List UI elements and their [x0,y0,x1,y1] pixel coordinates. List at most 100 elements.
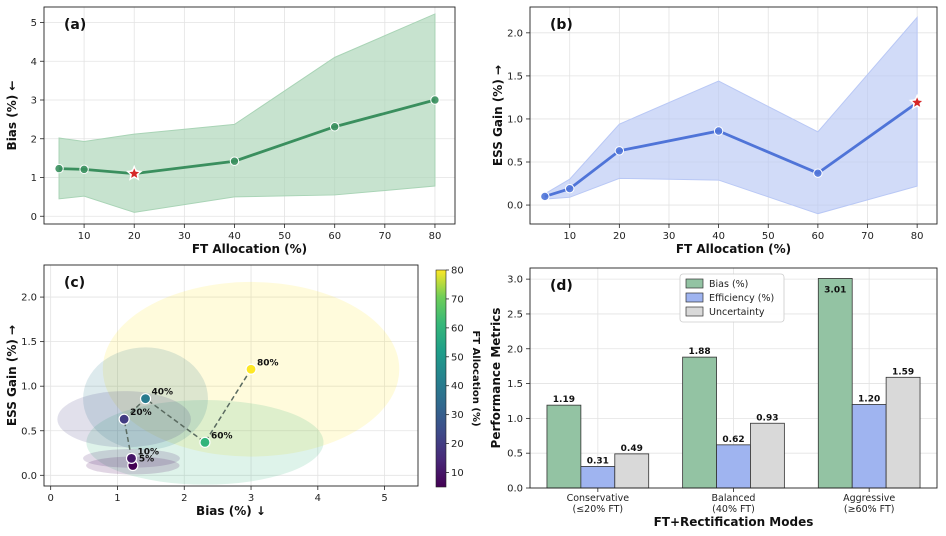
bar [851,404,887,489]
y-tick-label: 1.5 [21,337,37,348]
data-point [713,126,724,136]
x-tick-label: 0 [47,493,53,504]
panel-a-y-axis-label: Bias (%) ← [5,81,19,151]
scatter-point [118,413,130,425]
panel-a-frame [43,6,456,225]
x-tick-label: 3 [248,493,254,504]
x-tick-label: 60 [328,231,341,242]
x-tick-label: 60 [812,231,825,242]
bar [716,444,751,489]
x-tick-label: 40 [712,231,725,242]
bar-value-label: 0.93 [756,413,778,423]
colorbar-tick-label: 10 [451,468,464,479]
data-point [229,156,240,166]
bar-value-label: 1.19 [553,395,575,405]
y-tick-label: 1.0 [21,382,37,393]
panel-b-frame [529,6,938,225]
x-tick-label: 20 [128,231,141,242]
bar [817,278,853,489]
colorbar-tick-label: 80 [451,266,464,277]
bar [546,404,582,489]
bar-value-label: 1.88 [688,347,710,357]
y-tick-label: 2.0 [507,344,523,355]
point-label: 40% [152,388,174,398]
category-label: Conservative [567,493,630,504]
bar-value-label: 0.62 [722,435,744,445]
data-point [540,191,550,202]
point-label: 10% [137,447,159,457]
x-tick-label: 70 [861,231,874,242]
panel-c-y-axis-label: ESS Gain (%) → [5,325,19,426]
legend-entry: Uncertainty [709,307,765,318]
x-tick-label: 1 [114,493,120,504]
panel-b-y-axis-label: ESS Gain (%) → [491,65,505,166]
point-label: 80% [257,358,279,368]
y-tick-label: 0.5 [507,158,523,169]
y-tick-label: 1 [31,173,37,184]
y-tick-label: 1.5 [507,379,523,390]
x-tick-label: 10 [563,231,576,242]
x-tick-label: 50 [762,231,775,242]
confidence-band [58,13,436,213]
y-tick-label: 2.5 [507,309,523,320]
bar [885,376,921,489]
bar-value-label: 1.20 [858,394,880,404]
confidence-band [544,15,918,215]
best-point-star-icon [908,93,926,110]
legend-swatch [685,292,704,303]
panel-d-mode-bars: 1.19 1.88 3.01 0.31 0.62 1.20 0.49 0.93 1.59 0.0… [489,267,938,529]
x-tick-label: 30 [663,231,676,242]
y-tick-label: 2 [31,134,37,145]
point-label: 20% [130,408,152,418]
bar [750,422,785,489]
tradeoff-path [123,368,252,466]
colorbar-tick-label: 20 [451,439,464,450]
bar-value-label: 1.59 [892,367,914,377]
panel-d-y-axis-label: Performance Metrics [489,308,503,449]
x-tick-label: 80 [429,231,442,242]
y-tick-label: 0.0 [21,471,37,482]
data-point [813,168,823,178]
bar-value-label: 0.31 [587,456,609,466]
scatter-point [199,436,211,448]
x-tick-label: 80 [911,231,924,242]
x-tick-label: 5 [381,493,387,504]
scatter-point [125,452,138,464]
category-sublabel: (40% FT) [712,504,755,515]
panel-c-grid [44,265,418,486]
bar [580,466,616,489]
x-tick-label: 40 [228,231,241,242]
y-tick-label: 1.5 [507,71,523,82]
colorbar-tick-label: 70 [451,294,464,305]
colorbar-tick-label: 50 [451,352,464,363]
panel-b-label: (b) [550,17,573,33]
x-tick-label: 50 [278,231,291,242]
panel-c-tradeoff-scatter: 5%10%20%40%60%80% 0 1 2 3 4 50.00.51.01.52.0 … [5,264,481,518]
y-tick-label: 5 [31,18,37,29]
category-label: Balanced [712,493,756,504]
colorbar-label: FT Allocation (%) [470,330,481,426]
legend-box [679,273,785,323]
x-tick-label: 30 [178,231,191,242]
y-tick-label: 1.0 [507,114,523,125]
y-tick-label: 4 [31,57,37,68]
category-label: Aggressive [843,493,895,504]
point-label: 60% [211,431,233,441]
data-point [565,183,575,194]
scatter-point [245,363,257,375]
panel-a-bias-vs-allocation: 10 20 30 40 50 60 70 80 0 1 2 3 4 5 (a) FT Allocation… [5,6,456,256]
y-tick-label: 3 [31,96,37,107]
x-tick-label: 2 [181,493,187,504]
x-tick-label: 4 [315,493,321,504]
panel-c-colorbar: FT Allocation (%) 10 20 30 40 50 60 70 80 [435,266,481,488]
panel-a-label: (a) [64,17,86,33]
data-point [430,95,440,105]
x-tick-label: 20 [613,231,626,242]
data-point [614,146,625,156]
panel-c-frame [43,264,419,487]
colorbar-gradient [435,269,447,488]
bar-value-label: 0.49 [621,444,643,454]
legend-entry: Bias (%) [709,279,748,290]
legend-entry: Efficiency (%) [709,293,774,304]
